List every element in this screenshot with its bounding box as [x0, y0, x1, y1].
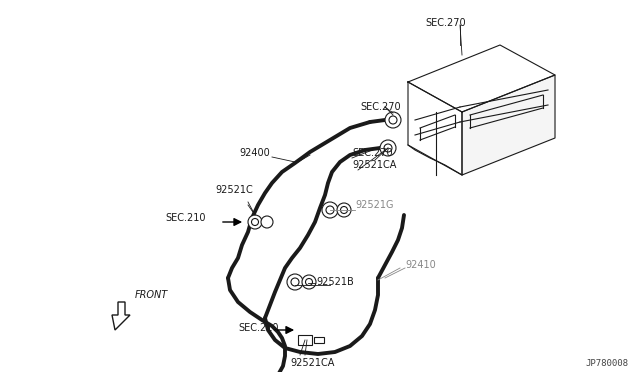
Circle shape	[380, 140, 396, 156]
Text: SEC.270: SEC.270	[352, 148, 392, 158]
Polygon shape	[112, 302, 130, 330]
Circle shape	[340, 206, 348, 214]
Bar	[314, 337, 324, 343]
Polygon shape	[462, 75, 555, 175]
Circle shape	[385, 112, 401, 128]
Circle shape	[305, 279, 312, 285]
Text: SEC.270: SEC.270	[360, 102, 401, 112]
Text: FRONT: FRONT	[135, 290, 168, 300]
Circle shape	[291, 278, 299, 286]
Text: SEC.210: SEC.210	[165, 213, 205, 223]
Text: 92521B: 92521B	[316, 277, 354, 287]
Text: 92521CA: 92521CA	[290, 358, 334, 368]
Text: JP780008: JP780008	[585, 359, 628, 368]
Circle shape	[326, 206, 334, 214]
Polygon shape	[408, 45, 555, 112]
Circle shape	[322, 202, 338, 218]
Text: 92400: 92400	[239, 148, 270, 158]
Circle shape	[337, 203, 351, 217]
Text: SEC.270: SEC.270	[425, 18, 466, 28]
Circle shape	[389, 116, 397, 124]
Text: 92521G: 92521G	[355, 200, 394, 210]
Circle shape	[261, 216, 273, 228]
Circle shape	[384, 144, 392, 152]
Circle shape	[302, 275, 316, 289]
Text: 92410: 92410	[405, 260, 436, 270]
Bar	[298, 335, 312, 345]
Text: SEC.210: SEC.210	[238, 323, 278, 333]
Polygon shape	[408, 82, 462, 175]
Circle shape	[287, 274, 303, 290]
Circle shape	[248, 215, 262, 229]
Text: 92521CA: 92521CA	[352, 160, 396, 170]
Text: 92521C: 92521C	[215, 185, 253, 195]
Circle shape	[252, 218, 259, 225]
